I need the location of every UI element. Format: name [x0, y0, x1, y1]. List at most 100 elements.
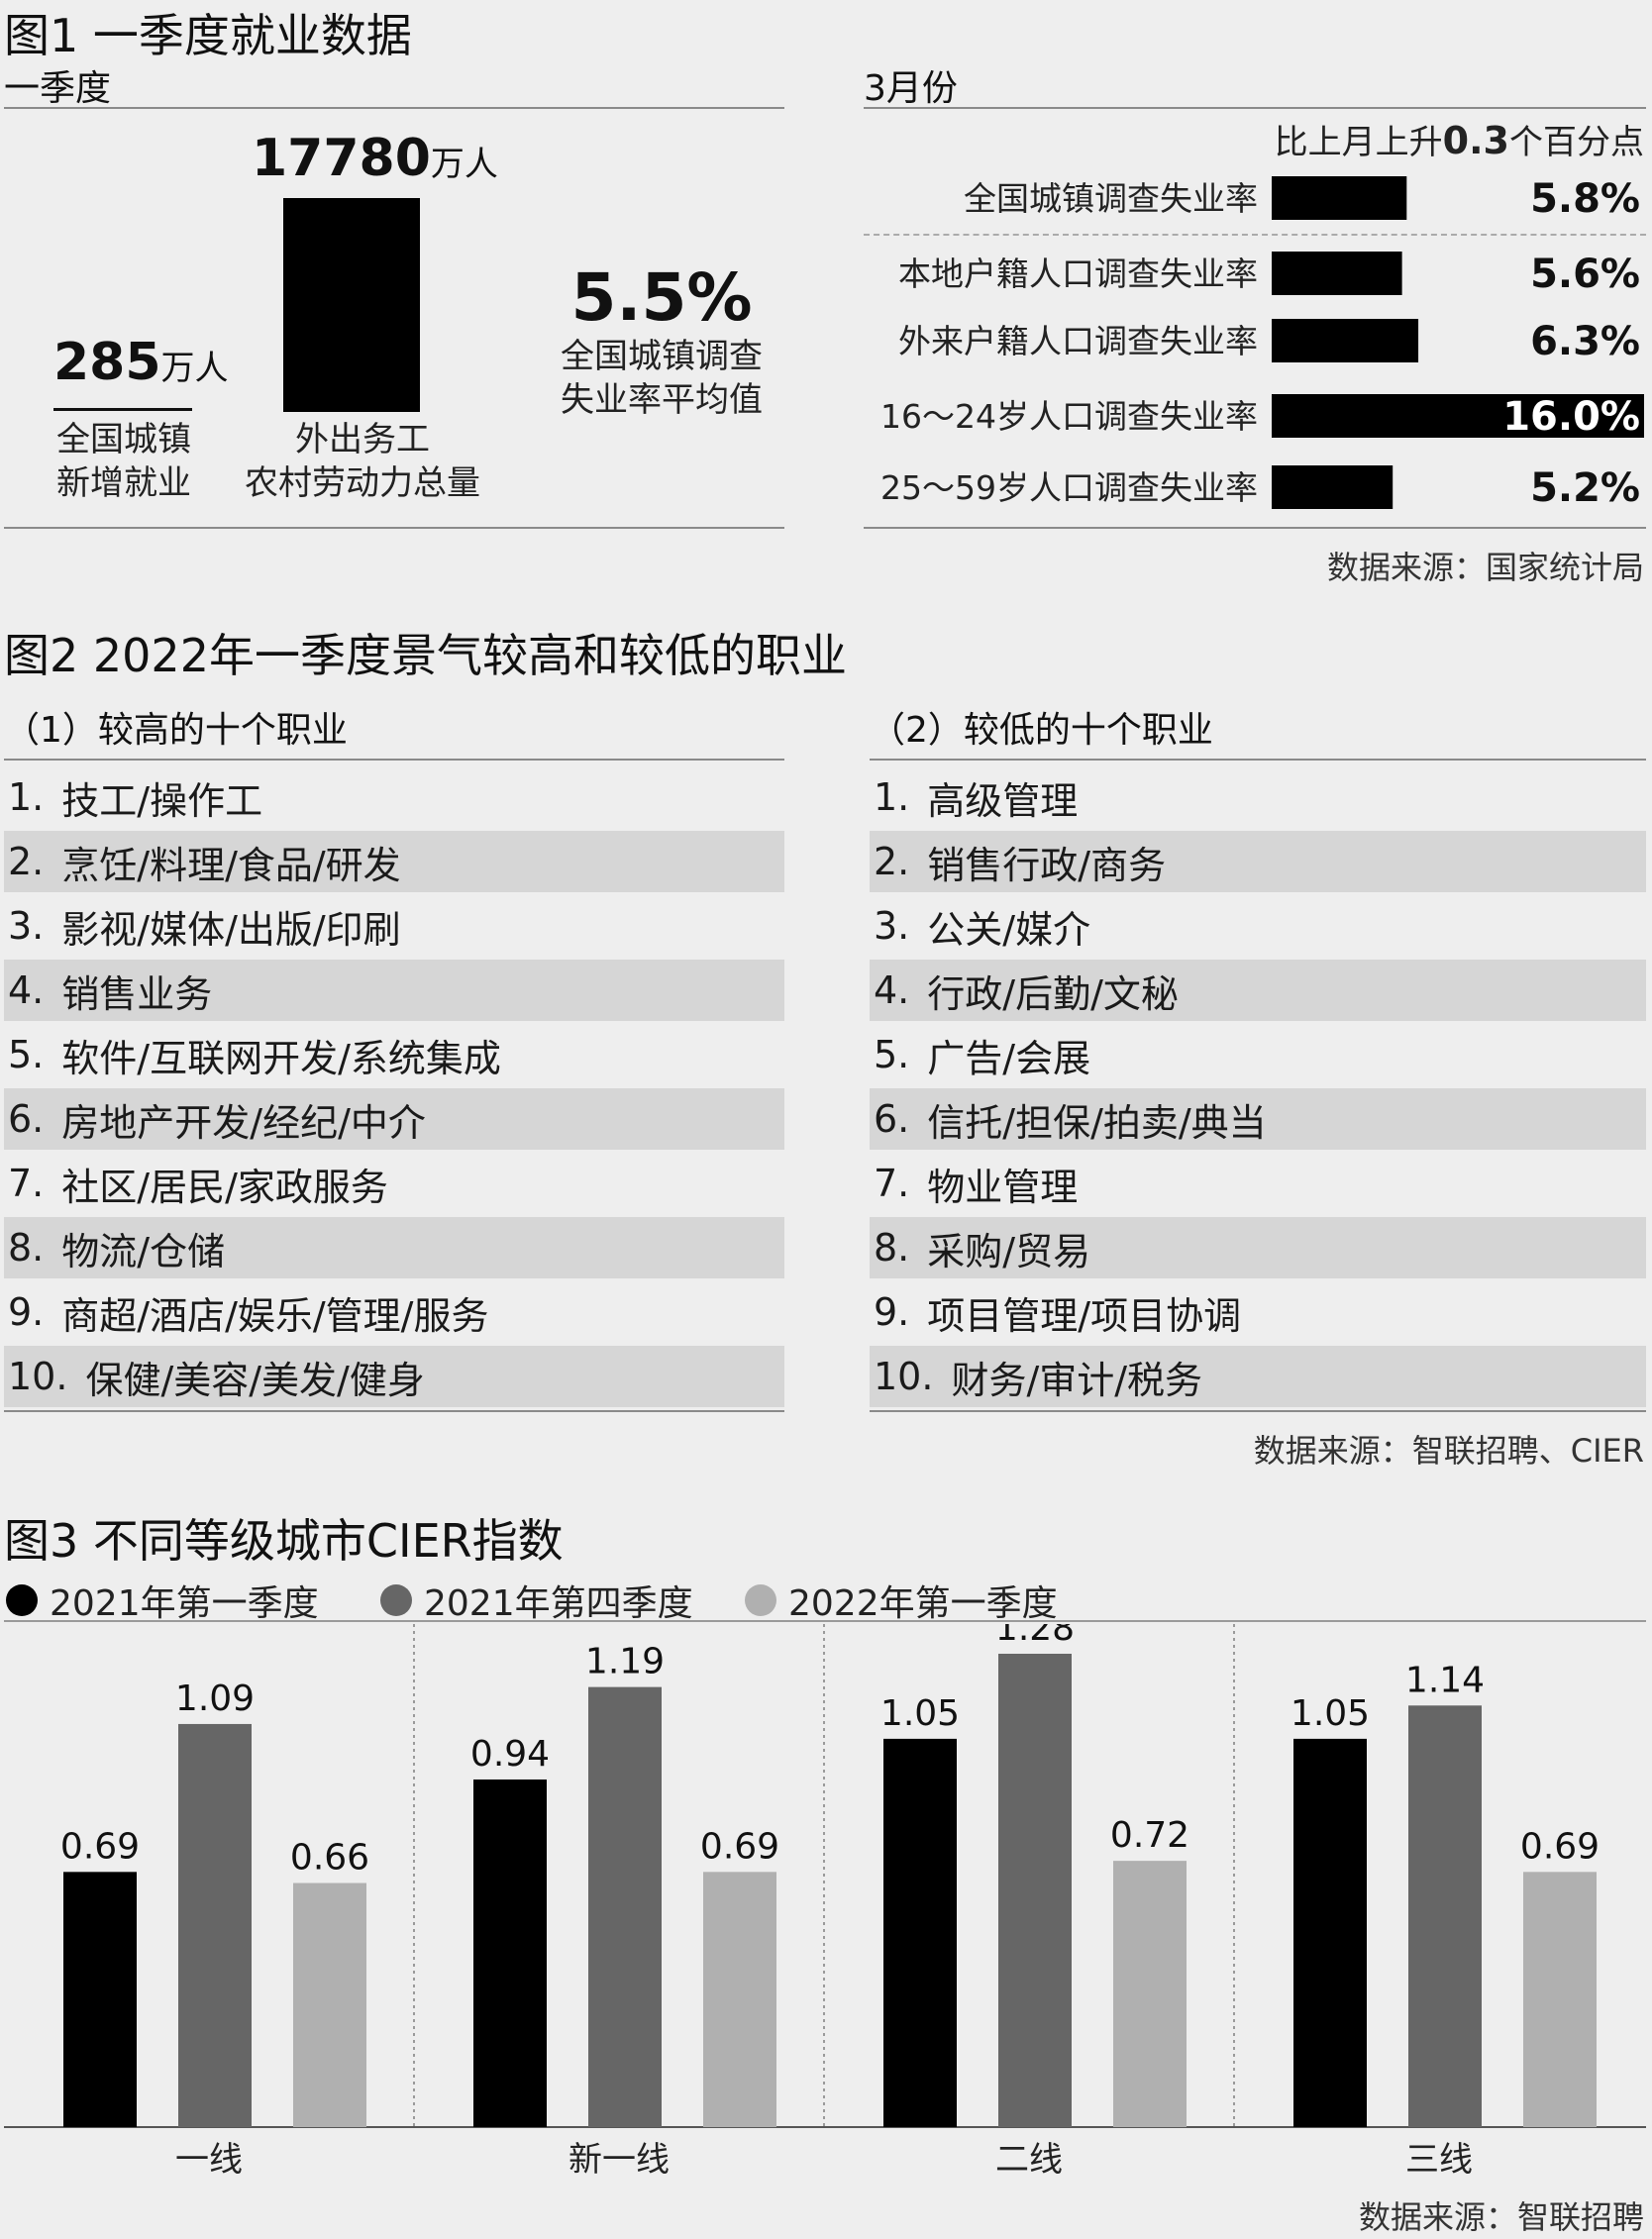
high-occupation-row: 9. 商超/酒店/娱乐/管理/服务 — [4, 1281, 784, 1343]
cier-bar — [473, 1779, 547, 2127]
rate-category-label: 本地户籍人口调查失业率 — [898, 254, 1258, 293]
occupation-name: 信托/担保/拍卖/典当 — [927, 1100, 1267, 1145]
rate-bar — [1272, 465, 1394, 509]
occupation-rank: 5. — [874, 1033, 910, 1076]
fig1-right-bottom-rule — [864, 527, 1646, 529]
rural-labor-unit: 万人 — [430, 145, 498, 184]
occupation-rank: 2. — [8, 840, 45, 883]
cier-value-label: 1.05 — [880, 1693, 960, 1734]
fig2-low-bottom-rule — [870, 1410, 1646, 1412]
occupation-rank: 2. — [874, 840, 910, 883]
occupation-name: 销售行政/商务 — [927, 843, 1167, 887]
occupation-name: 高级管理 — [927, 778, 1079, 823]
occupation-rank: 10. — [874, 1355, 934, 1398]
avg-rate-value: 5.5% — [570, 259, 753, 336]
cier-bar — [1113, 1861, 1187, 2127]
occupation-rank: 1. — [874, 775, 910, 819]
occupation-name: 广告/会展 — [927, 1036, 1091, 1080]
cier-value-label: 0.69 — [60, 1826, 140, 1867]
legend-item: 2021年第四季度 — [380, 1575, 693, 1626]
occupation-name: 物流/仓储 — [61, 1229, 226, 1273]
rate-category-label: 16～24岁人口调查失业率 — [880, 397, 1258, 436]
occupation-name: 销售业务 — [61, 971, 213, 1016]
city-tier-label: 一线 — [175, 2140, 243, 2180]
cier-value-label: 1.19 — [585, 1642, 665, 1682]
cier-value-label: 1.14 — [1405, 1660, 1485, 1700]
cier-bar — [998, 1654, 1072, 2127]
fig2-low-top-rule — [870, 759, 1646, 761]
occupation-name: 技工/操作工 — [61, 778, 263, 823]
rate-value-label: 6.3% — [1530, 319, 1640, 364]
city-tier-label: 二线 — [995, 2140, 1063, 2180]
occupation-rank: 3. — [8, 904, 45, 948]
low-occupation-row: 6. 信托/担保/拍卖/典当 — [870, 1088, 1646, 1150]
rate-change-suffix: 个百分点 — [1509, 123, 1644, 162]
occupation-rank: 4. — [874, 968, 910, 1012]
rural-labor-caption-line1: 外出务工 — [295, 420, 430, 459]
high-occupation-row: 5. 软件/互联网开发/系统集成 — [4, 1024, 784, 1085]
rural-labor-figure: 17780万人 — [252, 129, 498, 188]
low-occupation-row: 3. 公关/媒介 — [870, 895, 1646, 957]
low-occupation-row: 9. 项目管理/项目协调 — [870, 1281, 1646, 1343]
legend-label: 2022年第一季度 — [788, 1583, 1058, 1624]
rate-bar — [1272, 319, 1419, 362]
occupation-name: 财务/审计/税务 — [951, 1358, 1203, 1402]
fig1-source: 数据来源：国家统计局 — [1326, 549, 1644, 586]
occupation-name: 物业管理 — [927, 1165, 1079, 1209]
cier-value-label: 0.66 — [290, 1838, 369, 1879]
high-occupation-row: 8. 物流/仓储 — [4, 1217, 784, 1278]
rate-divider — [864, 234, 1646, 236]
fig1-left-bottom-rule — [4, 527, 784, 529]
new-jobs-unit: 万人 — [160, 349, 229, 388]
fig1-right-top-rule — [864, 107, 1646, 109]
occupation-name: 烹饪/料理/食品/研发 — [61, 843, 401, 887]
new-jobs-underline — [53, 408, 192, 411]
avg-rate-caption-line1: 全国城镇调查 — [561, 337, 763, 376]
rural-labor-caption: 外出务工 农村劳动力总量 — [234, 418, 491, 505]
fig2-high-top-rule — [4, 759, 784, 761]
fig1-right-heading: 3月份 — [864, 68, 958, 109]
legend-label: 2021年第一季度 — [50, 1583, 319, 1624]
new-jobs-figure: 285万人 — [53, 333, 229, 392]
legend-item: 2022年第一季度 — [745, 1575, 1058, 1626]
rural-labor-caption-line2: 农村劳动力总量 — [245, 463, 480, 503]
occupation-name: 房地产开发/经纪/中介 — [61, 1100, 426, 1145]
fig3-title: 图3 不同等级城市CIER指数 — [4, 1514, 564, 1568]
cier-index-chart: 0.69 1.09 0.66 一线 0.94 1.19 0.69 新一线 1.05 1.28 0.7… — [4, 1624, 1646, 2180]
rate-bar — [1272, 176, 1407, 220]
city-tier-label: 新一线 — [568, 2140, 670, 2180]
high-occupation-row: 7. 社区/居民/家政服务 — [4, 1153, 784, 1214]
fig2-source: 数据来源：智联招聘、CIER — [1253, 1432, 1644, 1470]
fig1-left-top-rule — [4, 107, 784, 109]
low-occupation-row: 7. 物业管理 — [870, 1153, 1646, 1214]
low-occupation-row: 5. 广告/会展 — [870, 1024, 1646, 1085]
high-occupation-row: 4. 销售业务 — [4, 960, 784, 1021]
occupation-name: 公关/媒介 — [927, 907, 1091, 952]
low-occupation-row: 1. 高级管理 — [870, 766, 1646, 828]
occupation-rank: 8. — [8, 1226, 45, 1270]
occupation-rank: 7. — [874, 1162, 910, 1205]
new-jobs-caption-line1: 全国城镇 — [56, 420, 191, 459]
high-occupation-row: 3. 影视/媒体/出版/印刷 — [4, 895, 784, 957]
fig2-high-heading: （1）较高的十个职业 — [4, 710, 348, 751]
legend-label: 2021年第四季度 — [424, 1583, 693, 1624]
occupation-rank: 3. — [874, 904, 910, 948]
new-jobs-value: 285 — [53, 333, 161, 392]
occupation-name: 采购/贸易 — [927, 1229, 1091, 1273]
occupation-name: 软件/互联网开发/系统集成 — [61, 1036, 501, 1080]
rate-change-prefix: 比上月上升 — [1274, 123, 1443, 162]
fig3-source: 数据来源：智联招聘 — [1358, 2198, 1644, 2236]
fig2-title: 图2 2022年一季度景气较高和较低的职业 — [4, 629, 847, 682]
rate-change-note: 比上月上升0.3个百分点 — [1275, 115, 1644, 163]
legend-swatch — [380, 1584, 412, 1616]
cier-value-label: 1.09 — [175, 1679, 255, 1719]
occupation-rank: 5. — [8, 1033, 45, 1076]
legend-swatch — [6, 1584, 38, 1616]
new-jobs-caption: 全国城镇 新增就业 — [30, 418, 218, 505]
occupation-name: 行政/后勤/文秘 — [927, 971, 1179, 1016]
rate-category-label: 全国城镇调查失业率 — [964, 179, 1258, 218]
new-jobs-caption-line2: 新增就业 — [56, 463, 191, 503]
cier-bar — [1293, 1738, 1367, 2127]
fig2-high-bottom-rule — [4, 1410, 784, 1412]
legend-item: 2021年第一季度 — [6, 1575, 319, 1626]
